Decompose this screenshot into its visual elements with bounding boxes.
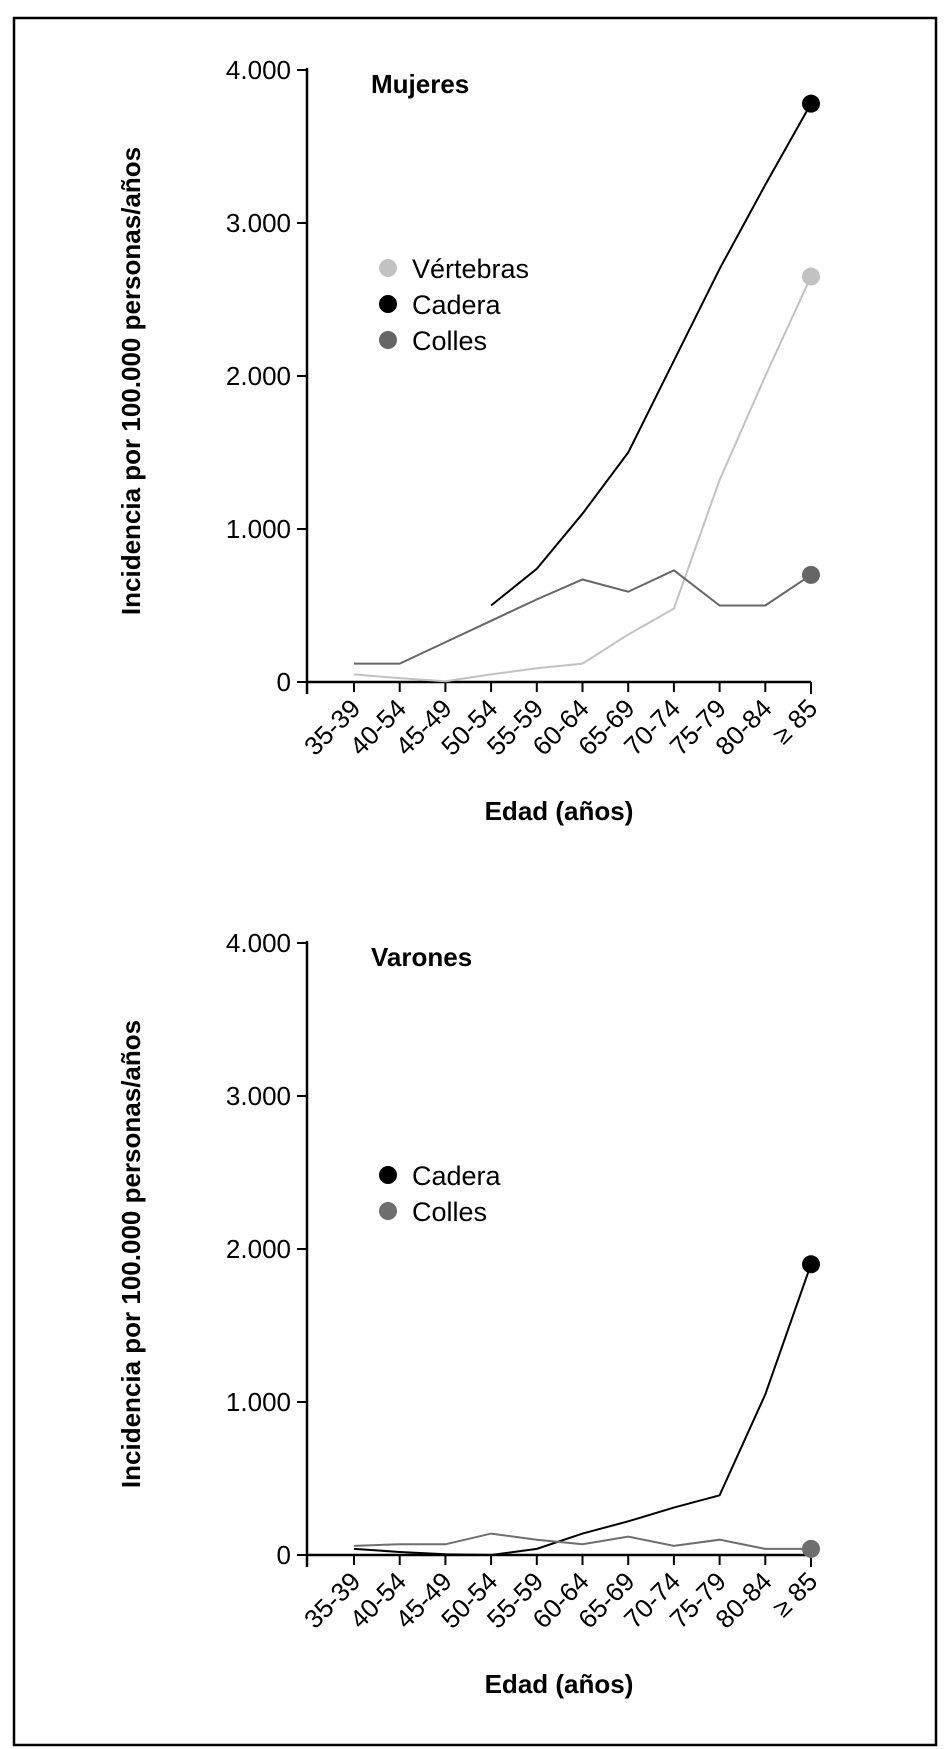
legend-label: Colles [412,326,487,356]
panel-title: Mujeres [371,69,469,99]
y-tick-label: 4.000 [226,55,291,85]
y-tick-label: 1.000 [226,1387,291,1417]
figure-frame [12,16,938,1747]
chart-panel-mujeres: 01.0002.0003.0004.00035-3940-5445-4950-5… [116,55,823,826]
data-point-marker [802,1255,820,1274]
y-tick-label: 3.000 [226,208,291,238]
series-line-colles [354,569,812,665]
series-line-colles [353,1532,811,1550]
data-point-marker [802,1539,820,1558]
y-tick-label: 2.000 [226,361,291,391]
y-axis-title: Incidencia por 100.000 personas/años [116,147,146,615]
legend-marker [379,331,397,349]
x-tick-label: ≥ 85 [766,693,823,750]
y-tick-label: 0 [277,667,291,697]
data-point-marker [802,565,820,584]
legend-label: Vértebras [412,254,529,284]
legend-label: Colles [412,1197,487,1227]
legend-marker [379,1202,397,1220]
x-tick-label: ≥ 85 [766,1566,823,1623]
legend-marker [379,259,397,277]
y-tick-label: 0 [277,1540,291,1570]
legend-marker [379,1166,397,1184]
y-axis-title: Incidencia por 100.000 personas/años [116,1020,146,1488]
chart-panel-varones: 01.0002.0003.0004.00035-3940-5445-4950-5… [116,928,823,1699]
x-axis-title: Edad (años) [485,796,634,826]
y-tick-label: 3.000 [226,1081,291,1111]
data-point-marker [802,94,820,113]
panel-title: Varones [371,942,472,972]
legend-label: Cadera [412,290,502,320]
y-tick-label: 2.000 [226,1234,291,1264]
legend-marker [379,295,397,313]
y-tick-label: 1.000 [226,514,291,544]
series-line-cadera [490,103,812,607]
series-line-cadera [353,1263,812,1557]
legend-label: Cadera [412,1161,502,1191]
x-axis-title: Edad (años) [485,1669,634,1699]
data-point-marker [802,267,820,286]
y-tick-label: 4.000 [226,928,291,958]
